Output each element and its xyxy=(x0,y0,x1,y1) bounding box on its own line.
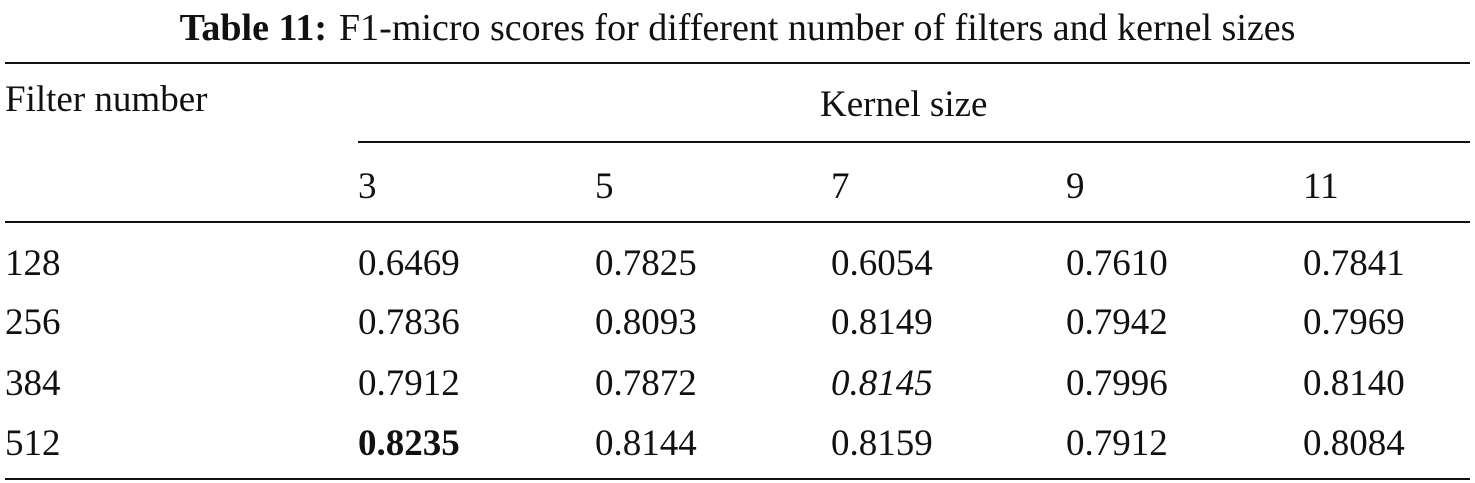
cell: 0.7996 xyxy=(1066,363,1168,404)
cell: 0.6469 xyxy=(358,243,460,284)
cell: 0.7912 xyxy=(358,363,460,404)
cell: 0.7912 xyxy=(1066,423,1168,464)
cell: 0.7610 xyxy=(1066,243,1168,284)
row-header: Filter number xyxy=(5,79,208,120)
cell: 0.7841 xyxy=(1303,243,1405,284)
top-rule xyxy=(5,62,1470,64)
cell: 0.8093 xyxy=(595,302,697,343)
caption-label: Table 11: xyxy=(179,7,328,49)
caption-text: F1-micro scores for different number of … xyxy=(339,7,1296,49)
cell: 0.7942 xyxy=(1066,302,1168,343)
column-header: 5 xyxy=(595,166,614,207)
cell: 0.8159 xyxy=(831,423,933,464)
cell: 0.8235 xyxy=(358,423,460,464)
cell: 0.8084 xyxy=(1303,423,1405,464)
column-header: 11 xyxy=(1303,166,1339,207)
column-header: 3 xyxy=(358,166,377,207)
column-group: Kernel size xyxy=(820,84,988,125)
cell: 0.7836 xyxy=(358,302,460,343)
cell: 0.8140 xyxy=(1303,363,1405,404)
column-header: 9 xyxy=(1066,166,1085,207)
bottom-rule xyxy=(5,478,1470,480)
cell: 0.8144 xyxy=(595,423,697,464)
row-label: 384 xyxy=(5,363,61,404)
mid-rule xyxy=(5,221,1470,223)
cell: 0.7825 xyxy=(595,243,697,284)
cell: 0.7872 xyxy=(595,363,697,404)
row-label: 256 xyxy=(5,302,61,343)
caption: Table 11: F1-micro scores for different n… xyxy=(0,6,1475,50)
cell: 0.7969 xyxy=(1303,302,1405,343)
cell: 0.8149 xyxy=(831,302,933,343)
row-label: 128 xyxy=(5,243,61,284)
cell: 0.6054 xyxy=(831,243,933,284)
cell: 0.8145 xyxy=(831,363,933,404)
column-header: 7 xyxy=(831,166,850,207)
row-label: 512 xyxy=(5,423,61,464)
group-rule xyxy=(358,141,1470,143)
